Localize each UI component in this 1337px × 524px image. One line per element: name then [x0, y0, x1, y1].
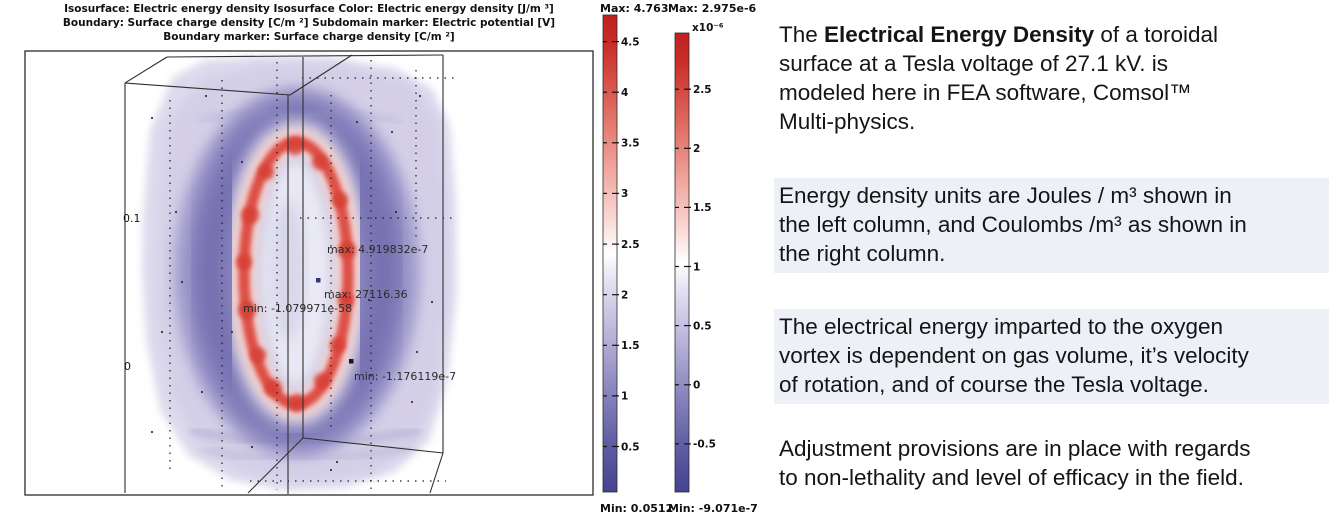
charge-tick-2-5: 2.5	[693, 84, 712, 96]
annotation-min-energy: min: -1.079971e-58	[243, 302, 352, 315]
energy-tick-4: 4	[621, 87, 628, 99]
energy-tick-3: 3	[621, 188, 628, 200]
intro-bold: Electrical Energy Density	[824, 22, 1095, 47]
figure-title-line-1: Isosurface: Electric energy density Isos…	[64, 3, 554, 15]
colorbar-energy-tick-labels: 4.5 4 3.5 3 2.5 2 1.5 1 0.5	[621, 36, 640, 453]
adjustment-line-2: to non-lethality and level of efficacy i…	[779, 465, 1244, 490]
para-adjustment: Adjustment provisions are in place with …	[779, 434, 1329, 492]
charge-tick-1-5: 1.5	[693, 202, 712, 214]
energy-line-2: vortex is dependent on gas volume, it’s …	[779, 343, 1249, 368]
energy-tick-1-5: 1.5	[621, 340, 640, 352]
colorbar-energy-ticks	[603, 40, 619, 448]
energy-line-1: The electrical energy imparted to the ox…	[779, 314, 1223, 339]
colorbar-charge-ticks	[675, 88, 691, 445]
intro-line-2: surface at a Tesla voltage of 27.1 kV. i…	[779, 51, 1168, 76]
charge-tick-neg-0-5: -0.5	[693, 439, 716, 451]
axis-label-0: 0	[124, 360, 131, 373]
units-line-1: Energy density units are Joules / m³ sho…	[779, 183, 1232, 208]
para-intro: The Electrical Energy Density of a toroi…	[779, 20, 1329, 136]
units-line-3: the right column.	[779, 241, 946, 266]
marker-dots	[150, 94, 434, 472]
colorbar-charge-tick-labels: 2.5 2 1.5 1 0.5 0 -0.5	[693, 84, 716, 451]
axis-label-0-1: 0.1	[123, 212, 141, 225]
colorbar-charge-min-label: Min: -9.071e-7	[668, 502, 758, 515]
plot-frame	[24, 50, 594, 496]
para-energy: The electrical energy imparted to the ox…	[774, 309, 1329, 404]
torus-red-blobs	[236, 137, 356, 412]
colorbar-energy-min-label: Min: 0.0512	[600, 502, 673, 515]
energy-tick-1: 1	[621, 391, 628, 403]
isosurface-scene	[124, 54, 458, 494]
streak-top	[199, 107, 401, 125]
figure-title-line-2: Boundary: Surface charge density [C/m ²]…	[63, 17, 555, 29]
intro-line-3: modeled here in FEA software, Comsol™	[779, 80, 1192, 105]
colorbar-charge-multiplier: x10⁻⁶	[692, 22, 724, 34]
charge-tick-2: 2	[693, 143, 700, 155]
intro-line-4: Multi-physics.	[779, 109, 916, 134]
energy-tick-0-5: 0.5	[621, 441, 640, 453]
para-units: Energy density units are Joules / m³ sho…	[774, 178, 1329, 273]
bounding-box-wireframe	[124, 54, 444, 494]
colorbar-energy-bar	[602, 14, 618, 493]
figure-title: Isosurface: Electric energy density Isos…	[63, 3, 555, 43]
charge-tick-1: 1	[693, 261, 700, 273]
dotted-marker-lines	[169, 60, 458, 490]
intro-rest: of a toroidal	[1094, 22, 1218, 47]
comsol-figure: Isosurface: Electric energy density Isos…	[24, 2, 758, 515]
annotation-max-potential: max: 27116.36	[324, 288, 408, 301]
units-line-2: the left column, and Coulombs /m³ as sho…	[779, 212, 1247, 237]
colorbar-charge-density: Max: 2.975e-6 x10⁻⁶ 2.5 2 1.5 1 0.5 0 -0…	[668, 2, 758, 515]
energy-tick-3-5: 3.5	[621, 138, 640, 150]
min-charge-marker	[349, 359, 354, 364]
intro-lead: The	[779, 22, 825, 47]
charge-tick-0-5: 0.5	[693, 320, 712, 332]
colorbar-charge-bar	[674, 32, 690, 493]
energy-tick-2: 2	[621, 290, 628, 302]
figure-title-line-3: Boundary marker: Surface charge density …	[163, 31, 454, 43]
streak-bottom-2	[199, 445, 411, 462]
adjustment-line-1: Adjustment provisions are in place with …	[779, 436, 1251, 461]
energy-line-3: of rotation, and of course the Tesla vol…	[779, 372, 1209, 397]
energy-tick-2-5: 2.5	[621, 239, 640, 251]
intro-line-1: The Electrical Energy Density of a toroi…	[779, 20, 1329, 49]
streak-bottom-1	[189, 427, 421, 446]
colorbar-energy-max-label: Max: 4.763	[600, 2, 669, 15]
plot-annotations: max: 4.919832e-7 max: 27116.36 min: -1.0…	[243, 243, 456, 383]
max-potential-marker	[316, 278, 321, 283]
colorbar-energy-density: Max: 4.763 4.5 4 3.5 3 2.5 2 1.5 1 0.5 M…	[600, 2, 673, 515]
annotation-min-charge: min: -1.176119e-7	[354, 370, 456, 383]
annotation-max-energy: max: 4.919832e-7	[327, 243, 428, 256]
colorbar-charge-max-label: Max: 2.975e-6	[668, 2, 757, 15]
charge-tick-0: 0	[693, 380, 700, 392]
description-panel: The Electrical Energy Density of a toroi…	[774, 20, 1329, 492]
energy-tick-4-5: 4.5	[621, 36, 640, 48]
